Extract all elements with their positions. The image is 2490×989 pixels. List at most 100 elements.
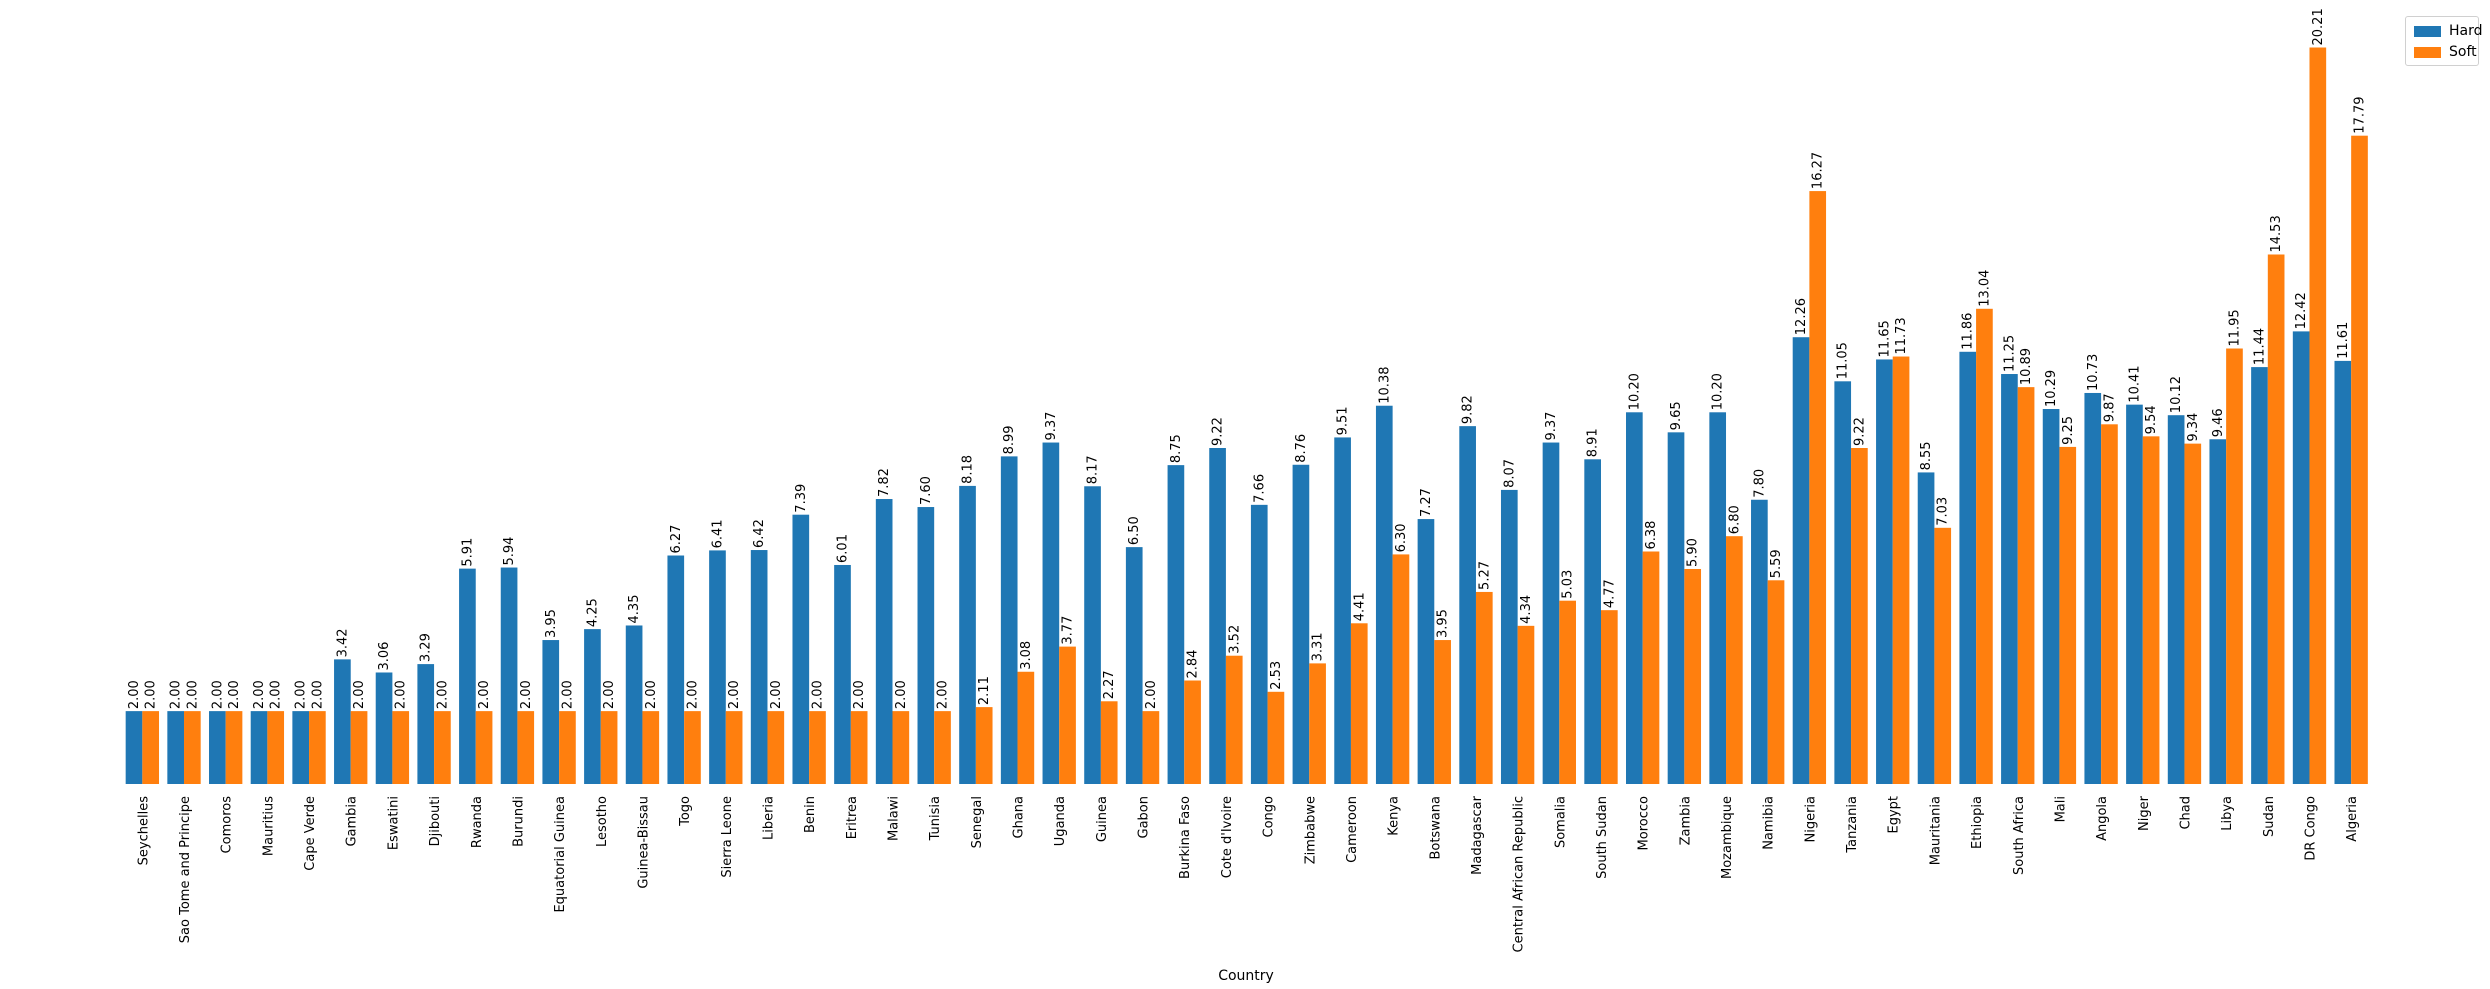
bar-soft-malawi [892, 711, 910, 784]
bar-soft-liberia [767, 711, 785, 784]
bar-hard-guinea [1084, 486, 1101, 784]
value-label-soft-algeria: 17.79 [2353, 96, 2368, 133]
value-label-hard-djibouti: 3.29 [419, 633, 434, 662]
bar-hard-uganda [1042, 442, 1060, 784]
x-tick-label-gambia: Gambia [345, 796, 360, 847]
bar-soft-chad [2184, 443, 2202, 784]
value-label-soft-eritrea: 2.00 [852, 680, 867, 709]
bar-hard-guinea-bissau [625, 625, 643, 784]
x-tick-label-nigeria: Nigeria [1803, 796, 1818, 843]
bar-hard-burkina-faso [1167, 465, 1185, 784]
bar-soft-dr-congo [2309, 47, 2327, 784]
bar-hard-gabon [1125, 547, 1143, 784]
x-tick-label-dr-congo: DR Congo [2303, 796, 2318, 861]
bar-soft-madagascar [1475, 591, 1493, 784]
value-label-hard-dr-congo: 12.42 [2294, 292, 2309, 329]
value-label-hard-malawi: 7.82 [877, 468, 892, 497]
value-label-soft-kenya: 6.30 [1394, 523, 1409, 552]
bar-soft-congo [1267, 691, 1285, 784]
bar-hard-togo [667, 555, 685, 784]
x-tick-label-niger: Niger [2137, 795, 2152, 831]
x-tick-label-mauritania: Mauritania [1928, 796, 1943, 865]
x-tick-label-kenya: Kenya [1387, 796, 1402, 836]
bar-soft-djibouti [434, 711, 451, 784]
value-label-soft-seychelles: 2.00 [144, 680, 159, 709]
value-label-soft-nigeria: 16.27 [1811, 152, 1826, 189]
bar-soft-ethiopia [1976, 308, 1993, 784]
bar-soft-namibia [1767, 580, 1785, 784]
value-label-soft-south-africa: 10.89 [2019, 348, 2034, 385]
bar-hard-congo [1250, 504, 1268, 784]
x-tick-label-tunisia: Tunisia [928, 796, 943, 841]
x-tick-label-rwanda: Rwanda [470, 796, 485, 848]
x-tick-label-sao-tome-and-principe: Sao Tome and Principe [178, 796, 193, 943]
bar-soft-benin [809, 711, 826, 784]
value-label-soft-senegal: 2.11 [977, 676, 992, 705]
bar-soft-guinea [1100, 701, 1118, 784]
bar-hard-comoros [209, 711, 226, 784]
x-tick-label-mozambique: Mozambique [1720, 796, 1735, 879]
bar-hard-gambia [334, 659, 351, 784]
bar-hard-botswana [1417, 519, 1435, 784]
bar-hard-cameroon [1334, 437, 1351, 784]
value-label-soft-niger: 9.54 [2144, 405, 2159, 434]
value-label-hard-mauritania: 8.55 [1919, 441, 1934, 470]
value-label-hard-equatorial-guinea: 3.95 [544, 609, 559, 638]
x-tick-label-zambia: Zambia [1678, 796, 1693, 845]
x-tick-label-cote-d-ivoire: Cote d'Ivoire [1220, 796, 1235, 878]
bar-hard-senegal [959, 485, 976, 784]
bar-soft-sierra-leone [725, 711, 743, 784]
value-label-hard-comoros: 2.00 [210, 680, 225, 709]
bar-hard-egypt [1876, 359, 1893, 784]
value-label-hard-gambia: 3.42 [335, 628, 350, 657]
value-label-soft-cape-verde: 2.00 [310, 680, 325, 709]
value-label-soft-mauritius: 2.00 [269, 680, 284, 709]
bar-soft-mali [2059, 446, 2077, 784]
x-tick-label-ethiopia: Ethiopia [1970, 796, 1985, 849]
bar-soft-cote-d-ivoire [1225, 655, 1243, 784]
bar-hard-cape-verde [292, 711, 310, 784]
x-tick-label-eritrea: Eritrea [845, 796, 860, 839]
bar-soft-mauritius [267, 711, 285, 784]
value-label-hard-namibia: 7.80 [1752, 469, 1767, 498]
value-label-hard-central-african-republic: 8.07 [1502, 459, 1517, 488]
value-label-hard-sierra-leone: 6.41 [710, 519, 725, 548]
x-tick-label-angola: Angola [2095, 796, 2110, 841]
value-label-soft-ethiopia: 13.04 [1977, 270, 1992, 307]
bar-soft-zambia [1684, 568, 1702, 784]
bar-hard-ethiopia [1959, 351, 1977, 784]
value-label-soft-south-sudan: 4.77 [1602, 579, 1617, 608]
x-tick-label-burkina-faso: Burkina Faso [1178, 796, 1193, 879]
bar-soft-eswatini [392, 711, 410, 784]
bar-hard-tunisia [917, 507, 935, 784]
value-label-hard-sao-tome-and-principe: 2.00 [169, 680, 184, 709]
bar-soft-uganda [1059, 646, 1076, 784]
bar-soft-central-african-republic [1517, 625, 1535, 784]
x-tick-label-madagascar: Madagascar [1470, 795, 1485, 875]
x-tick-label-south-sudan: South Sudan [1595, 796, 1610, 879]
bar-soft-sudan [2267, 254, 2285, 785]
x-tick-label-south-africa: South Africa [2012, 796, 2027, 875]
value-label-hard-guinea-bissau: 4.35 [627, 595, 642, 624]
value-label-soft-liberia: 2.00 [769, 680, 784, 709]
value-labels-layer: 2.00 2.00 2.00 2.00 2.00 2.00 2.00 2.00 2.00 2.00… [127, 8, 2368, 709]
legend-item-hard: Hard [2414, 23, 2483, 39]
x-tick-label-namibia: Namibia [1762, 796, 1777, 850]
value-label-soft-mali: 9.25 [2061, 416, 2076, 445]
bar-soft-algeria [2351, 135, 2368, 784]
bar-soft-botswana [1434, 640, 1451, 784]
value-label-hard-south-africa: 11.25 [2002, 335, 2017, 372]
bar-soft-morocco [1642, 551, 1660, 784]
value-label-soft-cote-d-ivoire: 3.52 [1227, 625, 1242, 654]
x-tick-label-chad: Chad [2178, 796, 2193, 830]
value-label-hard-burundi: 5.94 [502, 537, 517, 566]
value-label-hard-cape-verde: 2.00 [294, 680, 309, 709]
x-tick-label-eswatini: Eswatini [386, 796, 401, 850]
value-label-hard-liberia: 6.42 [752, 519, 767, 548]
value-label-soft-zimbabwe: 3.31 [1311, 632, 1326, 661]
value-label-hard-guinea: 8.17 [1086, 455, 1101, 484]
bar-hard-angola [2084, 392, 2102, 784]
bar-hard-somalia [1542, 442, 1560, 784]
